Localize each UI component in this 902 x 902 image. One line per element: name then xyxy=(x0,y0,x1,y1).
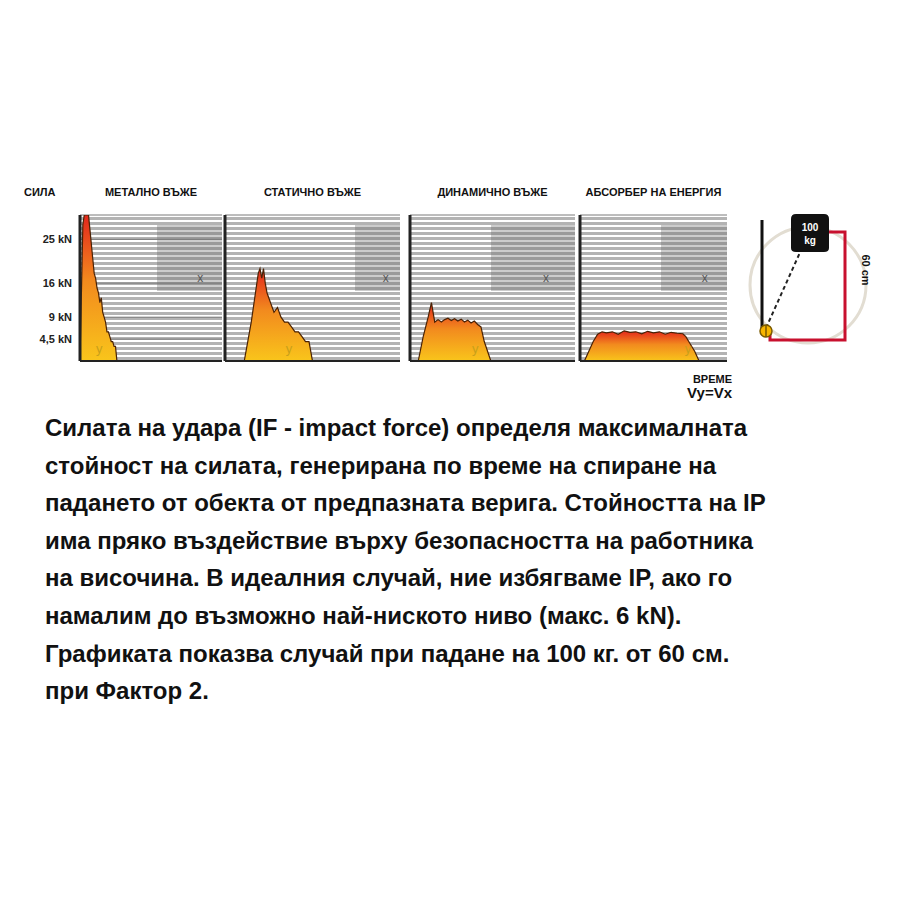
html-text:x: x xyxy=(382,270,389,285)
html-text:на височина. В идеалния случай: на височина. В идеалния случай, ние избя… xyxy=(45,564,733,592)
html-text:x: x xyxy=(543,270,549,285)
html-text:АБСОРБЕР НА ЕНЕРГИЯ: АБСОРБЕР НА ЕНЕРГИЯ xyxy=(585,186,722,198)
html-text:x: x xyxy=(701,270,708,285)
html-text:x: x xyxy=(197,270,204,285)
html-text:СТАТИЧНО ВЪЖЕ: СТАТИЧНО ВЪЖЕ xyxy=(263,186,362,198)
svg-text:9 kN: 9 kN xyxy=(49,311,72,323)
svg-text:4,5 kN: 4,5 kN xyxy=(40,333,72,345)
html-text:Графиката показва случай при п: Графиката показва случай при падане на 1… xyxy=(45,639,730,667)
html-text:ВРЕМЕ: ВРЕМЕ xyxy=(692,373,732,385)
html-text:Силата на удара (IF - impact f: Силата на удара (IF - impact force) опре… xyxy=(45,414,748,441)
html-text:стойност на силата, генерирана: стойност на силата, генерирана по време … xyxy=(45,451,717,479)
html-text:y: y xyxy=(95,341,103,356)
svg-text:16 kN: 16 kN xyxy=(43,277,72,289)
html-text:y: y xyxy=(684,341,692,356)
html-text:МЕТАЛНО ВЪЖЕ: МЕТАЛНО ВЪЖЕ xyxy=(104,186,198,198)
html-text:ДИНАМИЧНО ВЪЖЕ: ДИНАМИЧНО ВЪЖЕ xyxy=(437,186,548,198)
html-text:намалим до възможно най-нискот: намалим до възможно най-ниското ниво (ма… xyxy=(45,602,682,629)
html-text:падането от обекта от предпазн: падането от обекта от предпазната верига… xyxy=(45,489,766,517)
html-text:y: y xyxy=(285,341,293,356)
html-text:има пряко въздействие върху бе: има пряко въздействие върху безопасностт… xyxy=(45,526,754,554)
html-text:СИЛА: СИЛА xyxy=(24,186,56,198)
html-text:при Фактор 2.: при Фактор 2. xyxy=(45,677,209,705)
svg-text:60 cm: 60 cm xyxy=(860,254,872,285)
svg-text:25 kN: 25 kN xyxy=(43,233,72,245)
html-text:y: y xyxy=(472,341,479,356)
html-text:Vy=Vx: Vy=Vx xyxy=(687,384,732,402)
svg-text:100: 100 xyxy=(802,222,819,233)
svg-text:kg: kg xyxy=(804,235,816,246)
